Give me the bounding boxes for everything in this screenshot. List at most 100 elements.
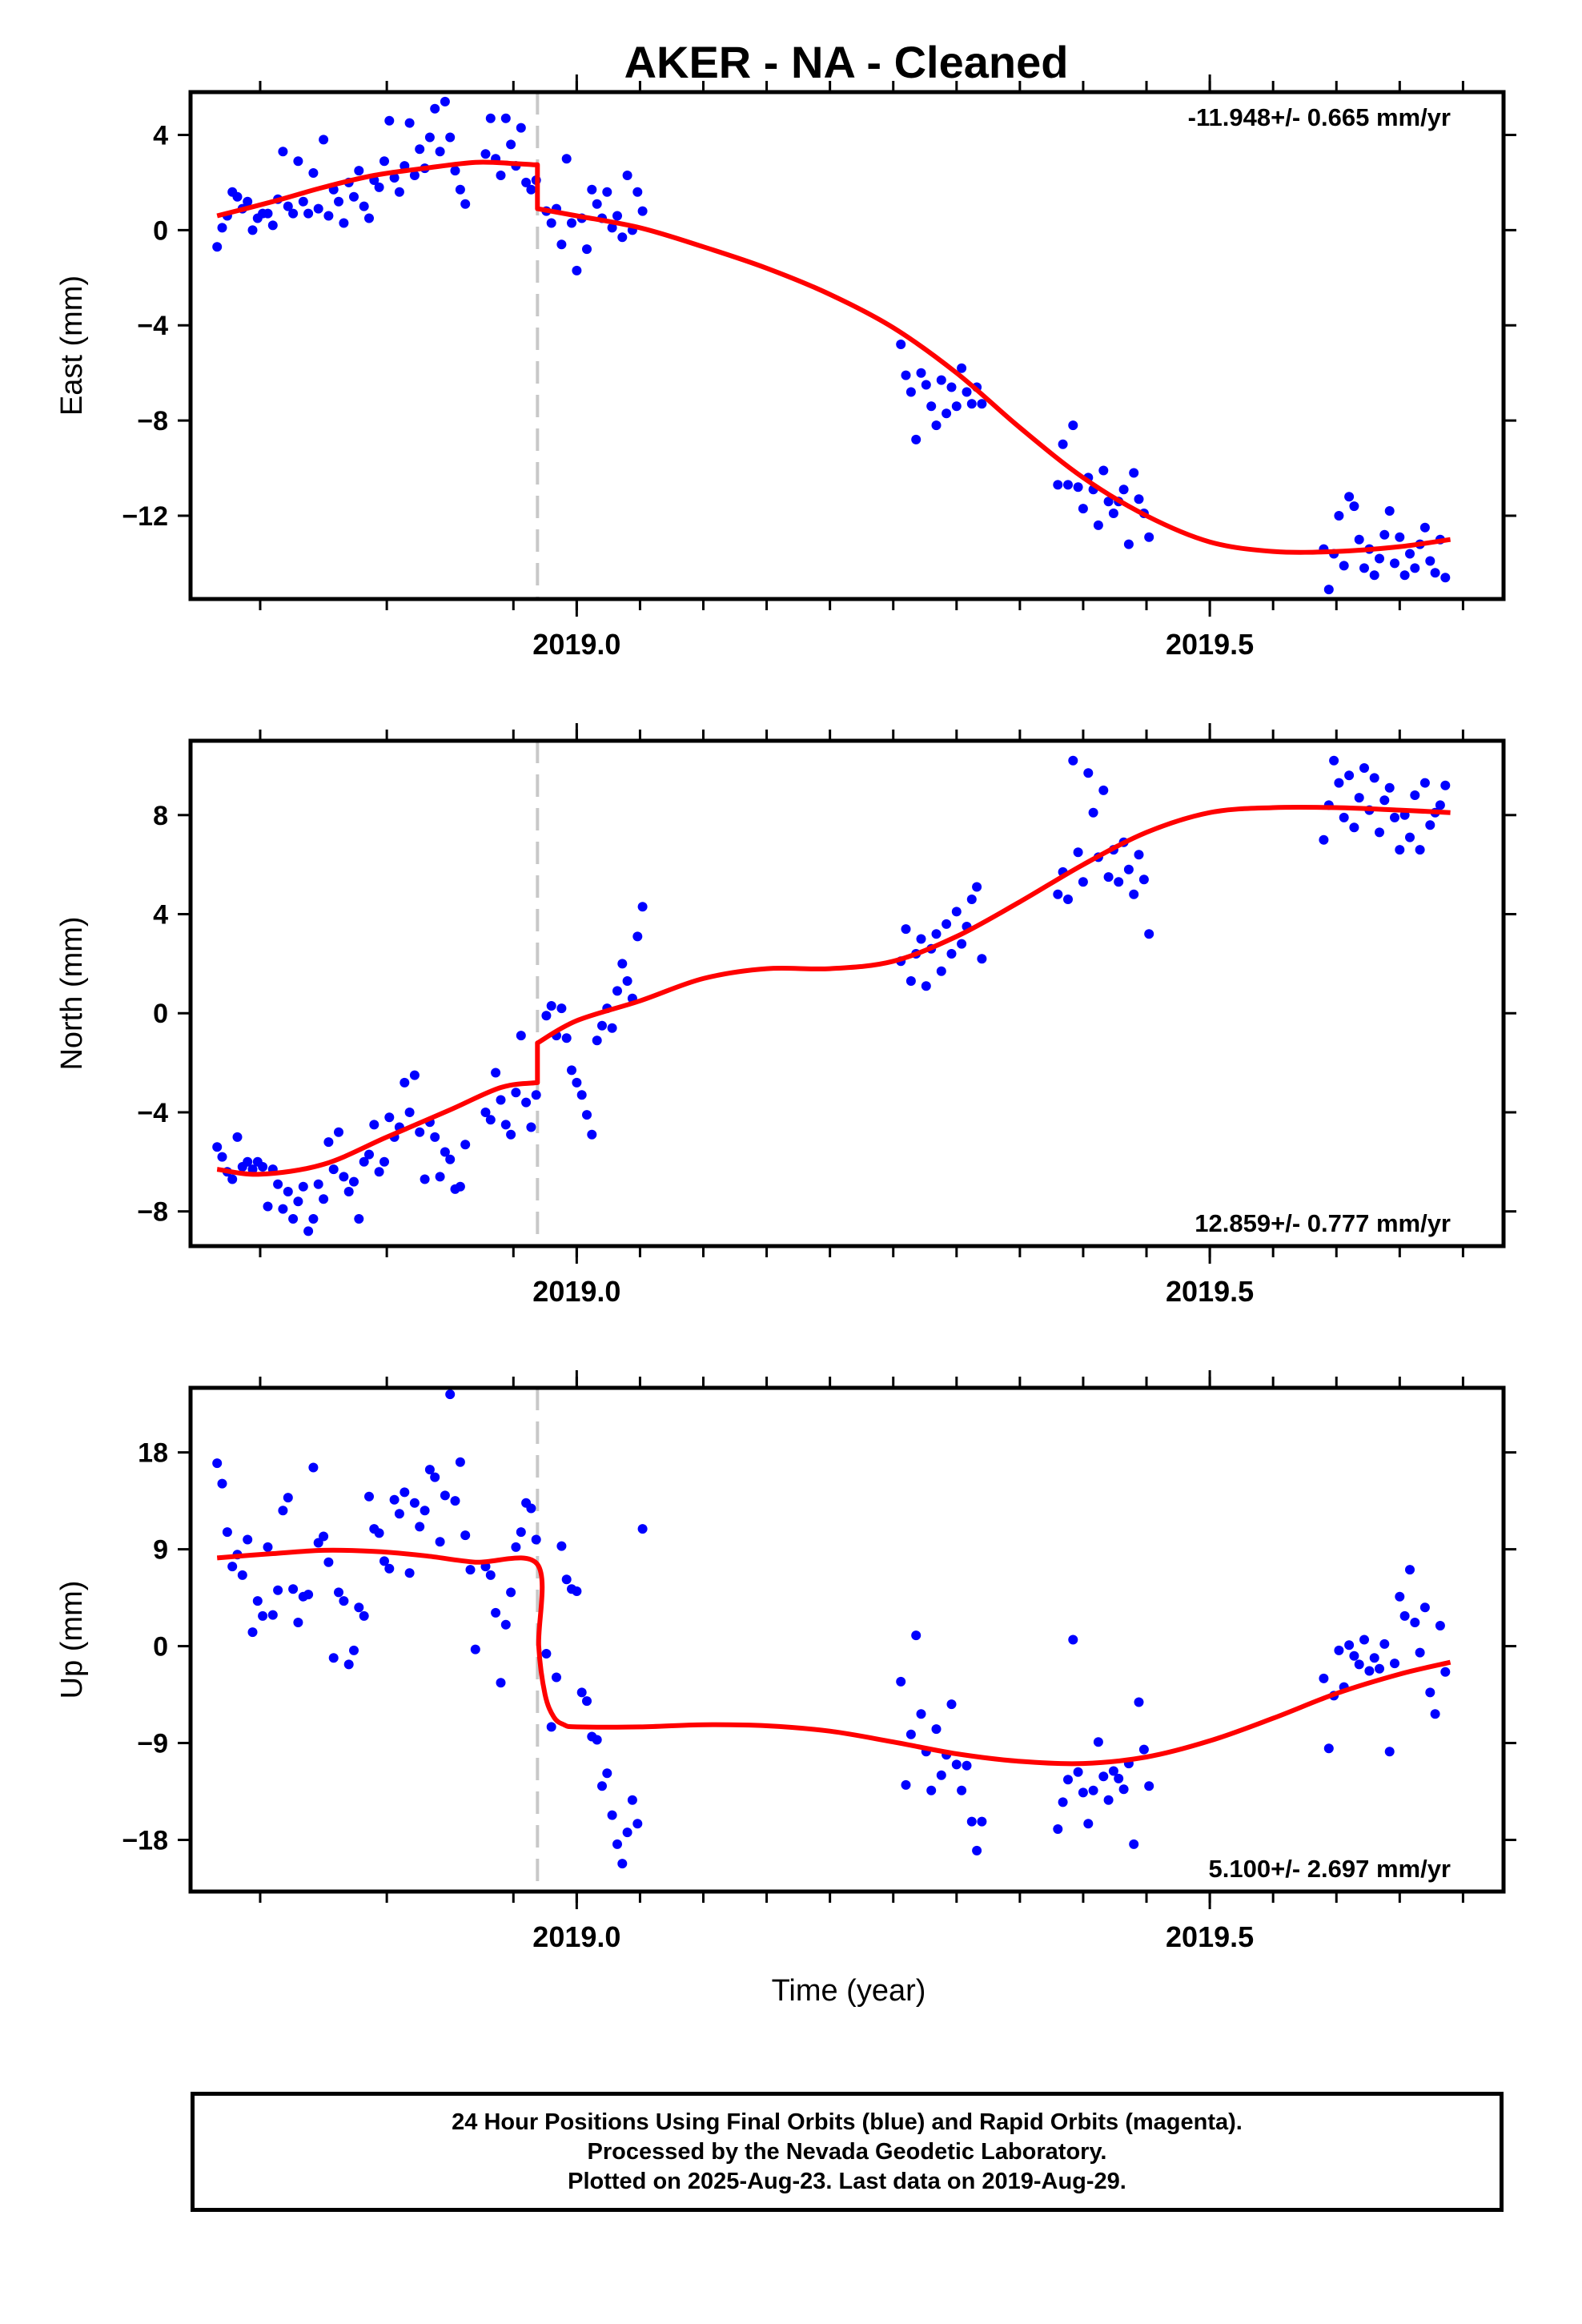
data-point — [1349, 1651, 1359, 1661]
data-point — [1073, 847, 1083, 858]
data-point — [1334, 778, 1344, 788]
data-point — [1103, 1795, 1114, 1805]
x-tick-label: 2019.5 — [1166, 628, 1254, 661]
data-point — [420, 1174, 430, 1184]
data-point — [1410, 1618, 1420, 1627]
data-point — [506, 1587, 516, 1598]
data-point — [384, 1563, 395, 1574]
data-point — [905, 976, 916, 986]
data-point — [1068, 420, 1078, 431]
data-point — [966, 399, 977, 409]
data-point — [592, 1035, 602, 1046]
data-point — [440, 1490, 450, 1501]
data-point — [541, 1011, 552, 1021]
data-point — [1339, 561, 1349, 571]
data-point — [496, 1095, 506, 1105]
footer-line-orbits: 24 Hour Positions Using Final Orbits (bl… — [452, 2109, 1243, 2135]
x-axis-label: Time (year) — [772, 1974, 926, 2008]
data-point — [567, 218, 576, 228]
data-point — [1323, 1743, 1334, 1754]
data-point — [379, 1156, 389, 1167]
y-axis-label: Up (mm) — [55, 1581, 89, 1699]
data-point — [420, 1506, 430, 1516]
y-tick-label: 4 — [153, 900, 168, 931]
data-point — [349, 1176, 359, 1187]
data-point — [323, 1137, 334, 1148]
data-point — [546, 218, 556, 228]
data-point — [951, 1759, 962, 1770]
data-point — [556, 1003, 567, 1014]
data-point — [491, 1607, 501, 1618]
data-point — [415, 1127, 425, 1137]
data-point — [217, 223, 227, 233]
data-point — [445, 1389, 456, 1400]
data-point — [1078, 877, 1088, 887]
data-point — [1379, 795, 1390, 806]
data-point — [389, 173, 400, 183]
data-point — [1078, 1787, 1088, 1798]
data-point — [1083, 1819, 1094, 1829]
data-point — [1435, 1621, 1445, 1630]
data-point — [278, 1204, 288, 1214]
data-point — [222, 1527, 232, 1538]
data-point — [1053, 1824, 1063, 1834]
data-point — [485, 1570, 496, 1580]
data-point — [1144, 929, 1154, 939]
data-point — [572, 1586, 582, 1596]
data-point — [359, 1610, 369, 1621]
data-point — [1410, 790, 1420, 800]
data-point — [293, 156, 303, 167]
y-tick-label: 18 — [138, 1438, 168, 1469]
data-point — [273, 1179, 283, 1189]
data-point — [582, 1110, 592, 1120]
data-point — [455, 1181, 465, 1192]
data-point — [561, 1574, 572, 1585]
model-fit-line — [216, 1547, 1452, 1767]
data-point — [1384, 506, 1395, 516]
data-point — [267, 1610, 278, 1620]
data-point — [617, 959, 628, 969]
data-point — [232, 191, 243, 202]
data-point — [546, 1001, 556, 1011]
data-point — [931, 420, 942, 431]
data-point — [916, 1709, 926, 1719]
data-point — [258, 1162, 268, 1172]
data-point — [977, 399, 987, 409]
data-point — [1118, 1784, 1129, 1795]
data-point — [455, 184, 465, 195]
model-fit-line — [216, 804, 1451, 1177]
data-point — [1144, 532, 1154, 542]
data-point — [409, 171, 420, 180]
data-point — [1369, 570, 1379, 581]
data-point — [496, 1678, 506, 1688]
data-point — [1134, 494, 1144, 505]
data-point — [936, 375, 946, 385]
data-point — [541, 1649, 552, 1659]
data-point — [1415, 845, 1425, 855]
data-point — [394, 187, 404, 197]
data-point — [1425, 1687, 1435, 1698]
data-point — [506, 1129, 516, 1140]
data-point — [500, 1120, 511, 1130]
data-point — [617, 1859, 628, 1869]
data-point — [926, 1785, 937, 1795]
y-tick-label: −12 — [122, 501, 168, 532]
data-point — [1349, 501, 1359, 512]
footer-line-plotted-on: Plotted on 2025-Aug-23. Last data on 201… — [568, 2168, 1126, 2194]
data-point — [339, 218, 349, 228]
model-fit-line — [216, 159, 1452, 555]
data-point — [288, 1214, 299, 1224]
data-point — [1129, 468, 1139, 478]
data-point — [1329, 755, 1339, 766]
data-point — [632, 187, 643, 197]
data-point — [298, 196, 308, 207]
data-point — [942, 408, 952, 419]
data-point — [602, 1768, 612, 1779]
data-point — [905, 1729, 916, 1739]
data-point — [1375, 827, 1384, 838]
data-point — [400, 1077, 410, 1088]
panel-north: 8 4 0 −4 −8 2019.0 2019.5 North (mm) 12.859+/- 0… — [55, 723, 1516, 1308]
data-point — [1319, 834, 1329, 845]
data-point — [440, 1147, 450, 1157]
data-point — [1098, 465, 1109, 476]
